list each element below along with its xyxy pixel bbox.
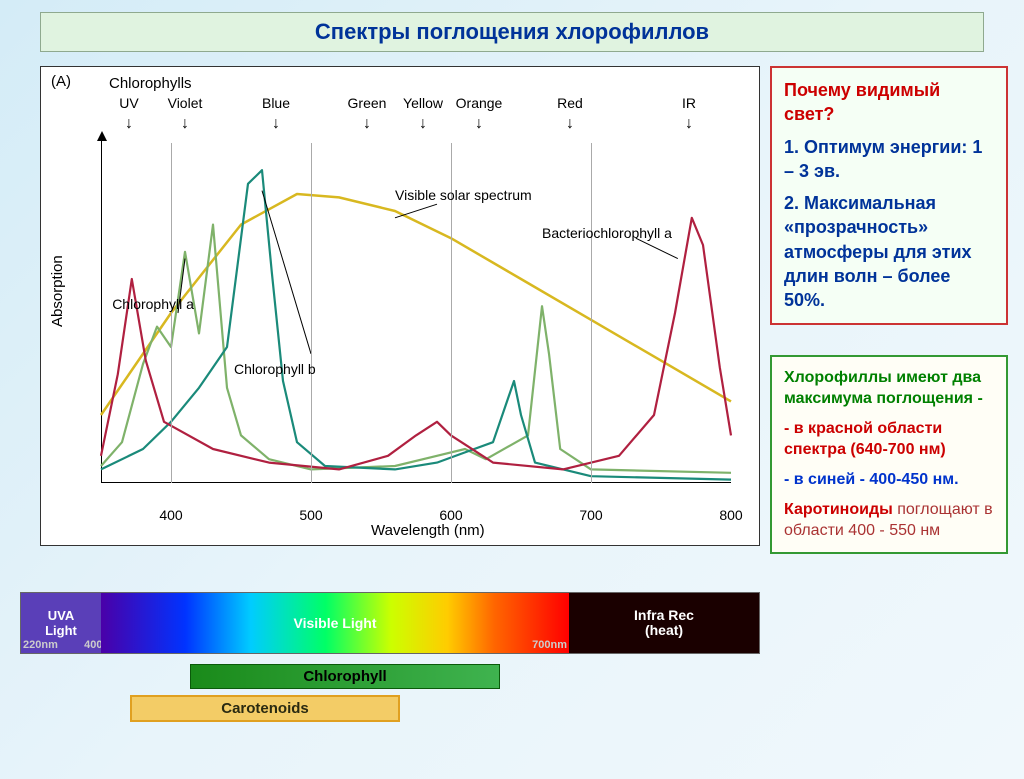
legend-carotenoids: Carotenoids [130,695,400,722]
spectrum-ir: Infra Rec (heat) [569,593,759,653]
band-arrow-icon: ↓ [475,115,483,133]
band-label: Blue [248,95,304,111]
chart-wrap: (A) Chlorophylls Absorption Wavelength (… [40,66,760,546]
title-bar: Спектры поглощения хлорофиллов [40,12,984,52]
maxima-red: - в красной области спектра (640-700 нм) [784,418,994,461]
band-arrow-icon: ↓ [419,115,427,133]
spectrum-bar: UVA Light 220nm 400nm Visible Light 700n… [20,592,760,654]
chart-subtitle: Chlorophylls [109,75,192,92]
x-tick: 800 [719,507,742,523]
band-label: Green [339,95,395,111]
grid-line [171,143,172,483]
x-axis-label: Wavelength (nm) [371,522,485,539]
band-arrow-icon: ↓ [125,115,133,133]
band-arrow-icon: ↓ [566,115,574,133]
info-box-why: Почему видимый свет? 1. Оптимум энергии:… [770,66,1008,325]
grid-line [311,143,312,483]
info-box-maxima: Хлорофиллы имеют два максимума поглощени… [770,355,1008,554]
maxima-kw: Хлорофиллы [784,369,892,386]
curve-label: Visible solar spectrum [395,187,532,203]
legend-bars: Chlorophyll Carotenoids [130,664,500,722]
legend-chlorophyll: Chlorophyll [190,664,500,689]
why-line1: 1. Оптимум энергии: 1 – 3 эв. [784,135,994,184]
band-arrow-icon: ↓ [272,115,280,133]
chart-box: (A) Chlorophylls Absorption Wavelength (… [40,66,760,546]
spectrum-uva: UVA Light 220nm 400nm [21,593,101,653]
band-label: Orange [451,95,507,111]
band-label: IR [661,95,717,111]
maxima-carot: Каротиноиды поглощают в области 400 - 55… [784,499,994,542]
band-arrow-icon: ↓ [181,115,189,133]
main-row: (A) Chlorophylls Absorption Wavelength (… [0,52,1024,554]
band-label: Violet [157,95,213,111]
x-tick: 700 [579,507,602,523]
right-column: Почему видимый свет? 1. Оптимум энергии:… [770,66,1008,554]
curve-label: Chlorophyll a [112,296,194,312]
x-tick: 500 [299,507,322,523]
curve-label: Chlorophyll b [234,361,316,377]
band-arrow-icon: ↓ [363,115,371,133]
curve-label: Bacteriochlorophyll a [542,225,672,241]
band-label: Yellow [395,95,451,111]
x-tick: 400 [159,507,182,523]
why-line2: 2. Максимальная «прозрачность» атмосферы… [784,191,994,312]
title-text: Спектры поглощения хлорофиллов [315,19,709,44]
band-label: UV [101,95,157,111]
band-arrow-icon: ↓ [685,115,693,133]
y-axis-label: Absorption [49,255,66,327]
spectrum-visible: Visible Light 700nm [101,593,569,653]
maxima-blue: - в синей - 400-450 нм. [784,469,994,491]
grid-line [591,143,592,483]
band-label: Red [542,95,598,111]
x-tick: 600 [439,507,462,523]
panel-label: (A) [51,73,71,90]
maxima-line1: Хлорофиллы имеют два максимума поглощени… [784,367,994,410]
why-question: Почему видимый свет? [784,78,994,127]
